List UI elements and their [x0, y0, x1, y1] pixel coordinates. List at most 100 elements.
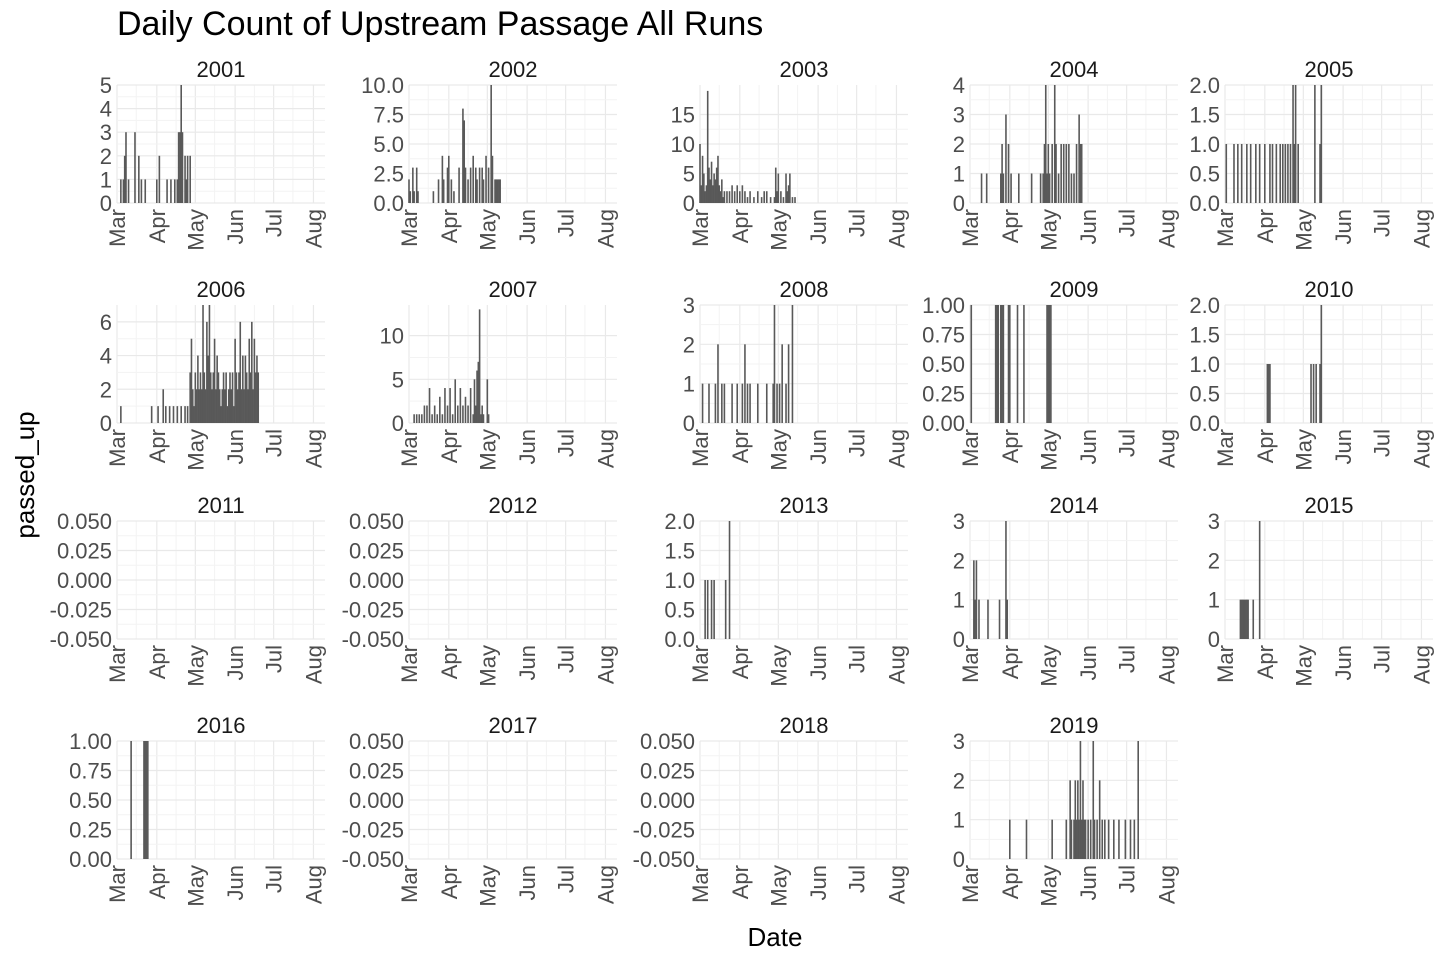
y-tick-label: 1.00	[922, 293, 965, 318]
x-tick-label: Jul	[262, 209, 287, 237]
bar	[713, 173, 715, 203]
bar	[1279, 144, 1282, 203]
bar	[199, 372, 202, 423]
bar	[1000, 173, 1002, 203]
y-tick-label: 0.000	[349, 568, 404, 593]
x-tick-label: Aug	[1409, 645, 1434, 684]
y-tick-label: 1	[683, 372, 695, 397]
y-tick-label: 0	[100, 411, 112, 436]
bar	[239, 321, 242, 423]
bar	[441, 155, 444, 203]
x-tick-label: Mar	[1213, 645, 1238, 683]
x-tick-label: May	[183, 429, 208, 471]
bar	[723, 191, 726, 203]
x-tick-label: Jul	[1115, 209, 1140, 237]
bar	[238, 372, 240, 423]
bar	[1009, 819, 1011, 859]
x-tick-label: Apr	[998, 429, 1023, 463]
bar	[249, 372, 252, 423]
y-tick-label: 0.025	[640, 759, 695, 784]
bar	[700, 185, 703, 203]
bar	[749, 191, 751, 203]
bar	[472, 155, 474, 203]
bar	[1107, 819, 1110, 859]
bar	[186, 406, 189, 423]
facet-title: 2014	[1050, 493, 1099, 518]
x-tick-label: Apr	[437, 429, 462, 463]
y-tick-label: -0.025	[342, 818, 404, 843]
y-tick-label: 3	[953, 103, 965, 128]
bar	[478, 309, 481, 423]
bar	[970, 305, 973, 423]
bar	[436, 414, 439, 423]
bar	[224, 389, 226, 423]
bar	[469, 167, 472, 203]
x-tick-label: Jun	[515, 209, 540, 244]
y-tick-label: 0.050	[640, 729, 695, 754]
facet-2008: 2008 0 1 2 3 Mar Apr May Jun Jul Aug	[683, 277, 910, 471]
bar	[1006, 599, 1009, 639]
bar	[173, 179, 176, 203]
x-tick-label: Mar	[397, 429, 422, 467]
bar	[186, 155, 189, 203]
bar	[778, 383, 781, 423]
x-tick-label: Aug	[593, 429, 618, 468]
bar	[996, 305, 998, 423]
bar	[413, 191, 415, 203]
bar	[162, 389, 165, 423]
bar	[756, 383, 759, 423]
bar	[776, 383, 778, 423]
bar	[712, 185, 714, 203]
bar	[180, 406, 182, 423]
bar	[1010, 173, 1012, 203]
bar	[245, 372, 248, 423]
bar	[1267, 364, 1270, 423]
bar	[1264, 144, 1266, 203]
x-tick-label: Aug	[1409, 209, 1434, 248]
y-tick-label: 0.0	[664, 627, 695, 652]
bar	[449, 388, 451, 423]
bar	[1258, 144, 1261, 203]
x-tick-label: Jun	[1331, 209, 1356, 244]
bar	[144, 741, 147, 859]
facet-2014: 2014 0 1 2 3 Mar Apr May Jun Jul Aug	[953, 493, 1180, 687]
x-tick-label: May	[1036, 645, 1061, 687]
facet-2019: 2019 0 1 2 3 Mar Apr May Jun Jul Aug	[953, 713, 1180, 907]
y-tick-label: 2	[953, 132, 965, 157]
y-tick-label: 1	[953, 162, 965, 187]
bar	[225, 372, 227, 423]
y-tick-label: -0.025	[342, 598, 404, 623]
y-tick-label: 0	[683, 411, 695, 436]
x-tick-label: Jun	[223, 209, 248, 244]
y-tick-label: 0	[1208, 627, 1220, 652]
bar	[1073, 819, 1075, 859]
bar	[746, 383, 749, 423]
bar	[704, 580, 706, 639]
x-tick-label: Apr	[437, 645, 462, 679]
y-tick-label: 1	[953, 588, 965, 613]
y-tick-label: 2.0	[1189, 73, 1220, 98]
bar	[415, 414, 418, 423]
bar	[158, 155, 161, 203]
x-tick-label: Aug	[301, 645, 326, 684]
bar	[469, 388, 472, 423]
bar	[749, 383, 751, 423]
facet-title: 2001	[197, 57, 246, 82]
bar	[1068, 144, 1070, 203]
bar	[474, 405, 477, 423]
facet-title: 2006	[197, 277, 246, 302]
x-tick-label: Jul	[1370, 429, 1395, 457]
bar	[701, 383, 704, 423]
bar	[1239, 599, 1242, 639]
y-tick-label: 2	[683, 332, 695, 357]
bar	[240, 389, 243, 423]
y-tick-label: 0	[953, 191, 965, 216]
x-tick-label: Jun	[223, 645, 248, 680]
bar	[765, 383, 768, 423]
bar	[1133, 819, 1136, 859]
x-tick-label: Jul	[845, 429, 870, 457]
bar	[1002, 305, 1005, 423]
bar	[731, 185, 733, 203]
y-tick-label: 1.00	[69, 729, 112, 754]
bar	[723, 383, 726, 423]
